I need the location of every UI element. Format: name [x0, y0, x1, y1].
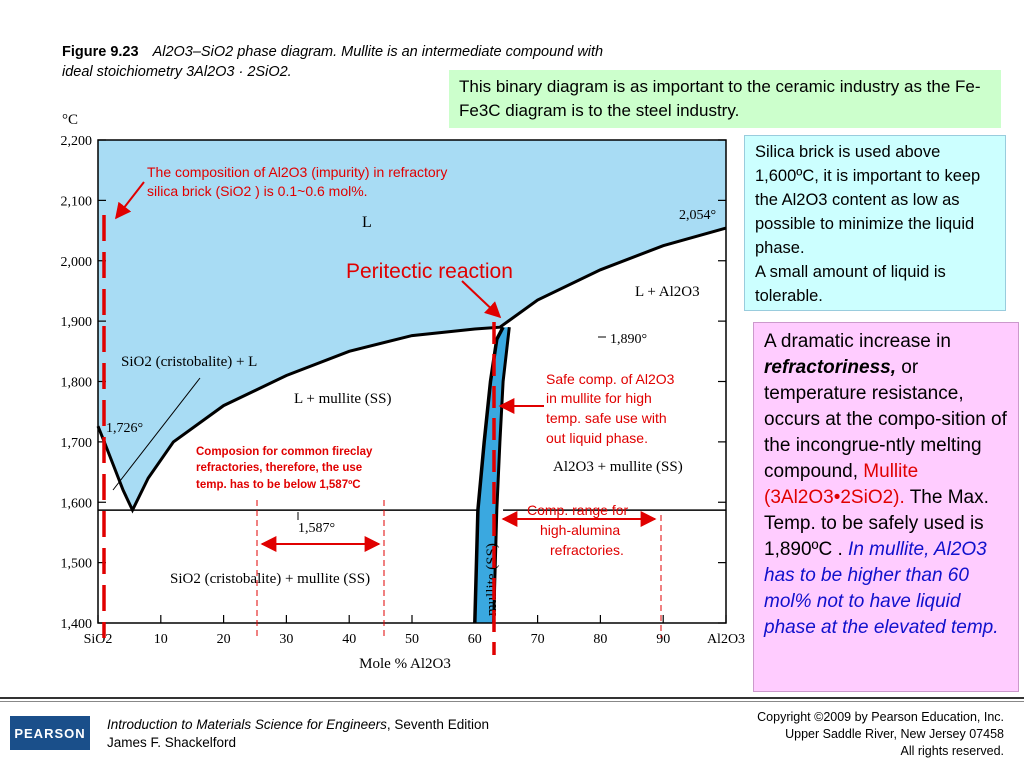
y-tick-label: 2,000	[61, 255, 93, 270]
safe-note-line-2: in mullite for high	[546, 390, 652, 406]
book-author: James F. Shackelford	[107, 735, 237, 750]
mullite-left-boundary	[473, 326, 505, 624]
peritectic-note: Peritectic reaction	[346, 260, 513, 283]
fireclay-note-line-3: temp. has to be below 1,587ºC	[196, 479, 361, 491]
impurity-note-line-2: silica brick (SiO2 ) is 0.1~0.6 mol%.	[147, 183, 368, 199]
book-title: Introduction to Materials Science for En…	[107, 717, 387, 732]
book-citation: Introduction to Materials Science for En…	[107, 716, 489, 752]
x-tick-label: 50	[405, 632, 419, 647]
figure-caption: Figure 9.23 Al2O3–SiO2 phase diagram. Mul…	[62, 42, 702, 82]
y-axis-unit: °C	[62, 112, 78, 128]
label-l-al2o3: L + Al2O3	[635, 284, 700, 300]
pointer-1726	[112, 377, 201, 491]
y-tick-label: 1,600	[61, 496, 93, 511]
note-silica-brick-text: Silica brick is used above 1,600ºC, it i…	[755, 143, 981, 257]
note-refr-maxtemp: The Max. Temp. to be safely used is 1,89…	[764, 487, 989, 560]
phase-diagram: 1,400 1,500 1,600 1,700 1,800 1,900 2,000 2,100…	[61, 112, 746, 672]
x-tick-label: 70	[531, 632, 545, 647]
x-tick-label: 80	[593, 632, 607, 647]
note-refr-mullite-composition: In mullite, Al2O3 has to be higher than …	[764, 539, 999, 638]
footer-divider	[0, 697, 1024, 699]
label-l-mullite: L + mullite (SS)	[294, 391, 392, 407]
x-tick-label: 60	[468, 632, 482, 647]
y-tick-label: 2,200	[61, 134, 93, 149]
impurity-note-line-1: The composition of Al2O3 (impurity) in r…	[147, 164, 447, 180]
y-tick-label: 1,800	[61, 376, 93, 391]
x-axis-label: Mole % Al2O3	[359, 656, 451, 672]
y-tick-label: 1,900	[61, 315, 93, 330]
liquid-region	[98, 140, 726, 511]
label-al2o3-melt: 2,054°	[679, 208, 716, 223]
x-tick-label: Al2O3	[707, 632, 745, 647]
fireclay-note-line-1: Composion for common fireclay	[196, 446, 373, 458]
alumina-note-line-1: Comp. range for	[527, 502, 628, 518]
y-tick-label: 1,700	[61, 436, 93, 451]
note-refr-intro: A dramatic increase in	[764, 331, 951, 352]
copyright-line-1: Copyright ©2009 by Pearson Education, In…	[757, 710, 1004, 724]
safe-note-line-4: out liquid phase.	[546, 430, 648, 446]
note-refr-body: or temperature resistance, occurs at the…	[764, 357, 1007, 482]
footer-divider-thin	[0, 701, 1024, 702]
alumina-note-line-2: high-alumina	[540, 522, 620, 538]
note-refractoriness: A dramatic increase in refractoriness, o…	[753, 322, 1019, 692]
copyright: Copyright ©2009 by Pearson Education, In…	[757, 709, 1004, 760]
x-tick-label: SiO2	[84, 632, 113, 647]
x-tick-label: 20	[217, 632, 231, 647]
label-mullite-ss: mullite (SS)	[484, 543, 500, 616]
caption-line-2: ideal stoichiometry 3Al2O3 · 2SiO2.	[62, 64, 292, 80]
copyright-line-2: Upper Saddle River, New Jersey 07458	[785, 727, 1004, 741]
label-peritectic-temp: 1,890°	[610, 332, 647, 347]
label-sio2-l: SiO2 (cristobalite) + L	[121, 354, 257, 370]
liquidus-curve	[96, 226, 727, 514]
label-eutectic-temp: 1,587°	[298, 521, 335, 536]
label-al2o3-mullite: Al2O3 + mullite (SS)	[553, 459, 683, 475]
caption-line-1: Al2O3–SiO2 phase diagram. Mullite is an …	[152, 44, 604, 60]
note-refr-keyword: refractoriness,	[764, 357, 897, 378]
figure-number: Figure 9.23	[62, 44, 139, 60]
safe-note-line-1: Safe comp. of Al2O3	[546, 371, 675, 387]
note-silica-brick: Silica brick is used above 1,600ºC, it i…	[744, 135, 1006, 311]
note-importance: This binary diagram is as important to t…	[449, 70, 1001, 128]
x-tick-label: 90	[656, 632, 670, 647]
peritectic-arrow	[461, 280, 502, 319]
x-tick-label: 30	[279, 632, 293, 647]
y-tick-label: 1,500	[61, 557, 93, 572]
book-edition: , Seventh Edition	[386, 717, 489, 732]
x-tick-label: 10	[154, 632, 168, 647]
safe-note-line-3: temp. safe use with	[546, 410, 667, 426]
y-tick-label: 1,400	[61, 617, 93, 632]
label-sio2-mullite: SiO2 (cristobalite) + mullite (SS)	[170, 571, 370, 587]
label-sio2-melt: 1,726°	[106, 421, 143, 436]
fireclay-note-line-2: refractories, therefore, the use	[196, 462, 362, 474]
impurity-arrow	[115, 181, 145, 220]
label-liquid: L	[362, 214, 372, 231]
note-silica-brick-liquid: A small amount of liquid is tolerable.	[755, 263, 946, 305]
y-tick-label: 2,100	[61, 194, 93, 209]
note-refr-mullite: Mullite (3Al2O3•2SiO2).	[764, 461, 919, 508]
copyright-line-3: All rights reserved.	[900, 744, 1004, 758]
publisher-logo: PEARSON	[10, 716, 90, 750]
x-tick-label: 40	[342, 632, 356, 647]
alumina-note-line-3: refractories.	[550, 542, 624, 558]
